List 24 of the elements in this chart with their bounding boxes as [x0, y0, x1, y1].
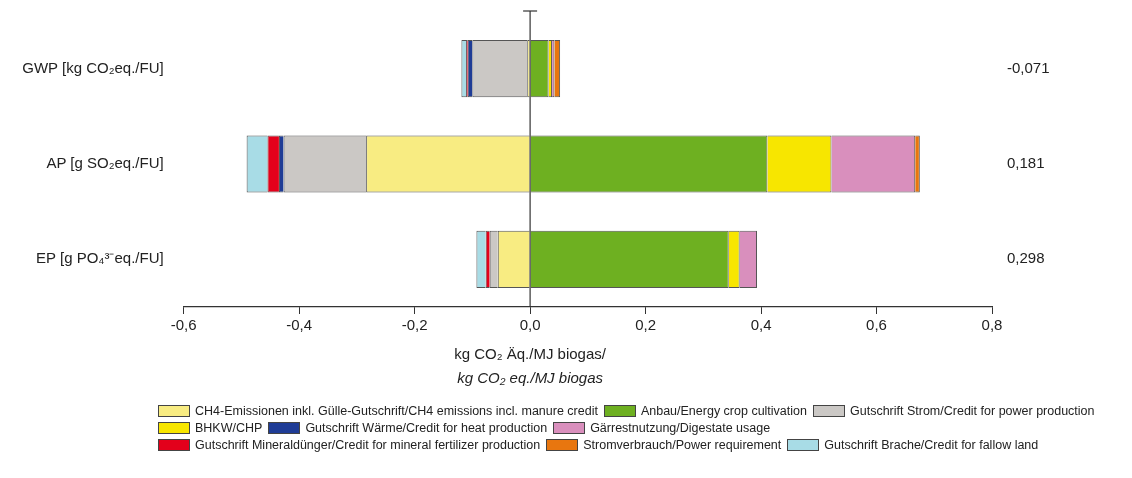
x-tick-label: -0,2 [401, 316, 428, 334]
legend-label: Gutschrift Mineraldünger/Credit for mineral fertilizer production [195, 437, 541, 452]
x-tick-label: 0,0 [519, 316, 541, 334]
x-tick-label: -0,6 [170, 316, 197, 334]
x-tick-label: 0,4 [750, 316, 772, 334]
legend-label: Anbau/Energy crop cultivation [640, 403, 807, 418]
legend-label: Gutschrift Strom/Credit for power production [849, 403, 1095, 418]
legend-label: Gutschrift Wärme/Credit for heat production [305, 420, 548, 435]
x-tick-label: 0,6 [866, 316, 887, 334]
y-tick-label: EP [g PO₄³⁻eq./FU] [36, 249, 164, 267]
x-tick-label: 0,8 [981, 316, 1003, 334]
legend-label: Gutschrift Brache/Credit for fallow land [824, 437, 1039, 452]
x-tick-label: -0,4 [286, 316, 313, 334]
text: -0,071 [1007, 58, 1050, 76]
text: 0,298 [1007, 249, 1045, 267]
y-tick-label: AP [g SO₂eq./FU] [46, 154, 164, 172]
x-axis-title: kg CO₂ Äq./MJ biogas/ kg CO₂ eq./MJ biogas [454, 344, 607, 386]
legend-label: Gärrestnutzung/Digestate usage [590, 420, 771, 435]
x-tick-label: 0,2 [635, 316, 657, 334]
legend-label: Stromverbrauch/Power requirement [583, 437, 782, 452]
legend-label: BHKW/CHP [195, 420, 263, 435]
legend-label: CH4-Emissionen inkl. Gülle-Gutschrift/CH4 emissions incl. manure credit [195, 403, 598, 418]
y-tick-label: GWP [kg CO₂eq./FU] [22, 58, 164, 76]
text: 0,181 [1007, 154, 1045, 172]
